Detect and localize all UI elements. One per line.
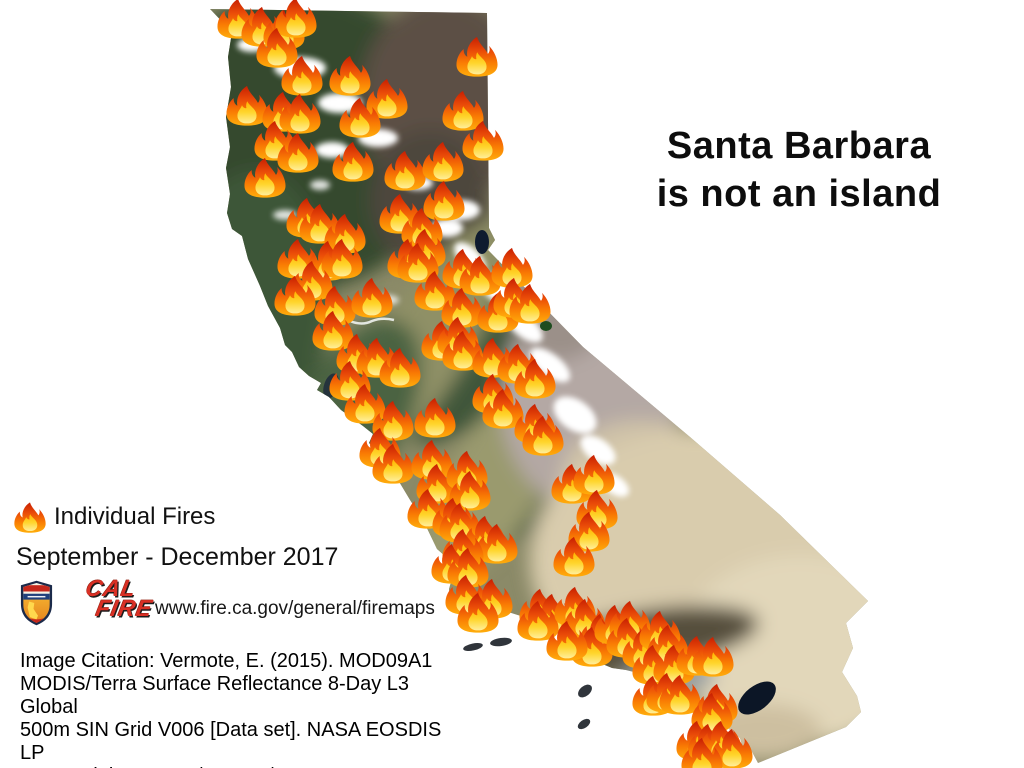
lake-tahoe — [475, 230, 489, 254]
calfire-branding: CAL FIRE www.fire.ca.gov/general/firemap… — [20, 575, 460, 642]
map-legend: Individual Fires September - December 20… — [14, 500, 338, 572]
calfire-url: www.fire.ca.gov/general/firemaps — [155, 598, 435, 619]
title-line-2: is not an island — [656, 173, 942, 215]
fire-emoji-icon — [14, 502, 46, 533]
title-line-1: Santa Barbara — [666, 125, 932, 167]
channel-islands — [463, 637, 592, 730]
image-citation: Image Citation: Vermote, E. (2015). MOD0… — [20, 650, 442, 768]
green-basin — [540, 321, 552, 331]
fire-marker — [275, 0, 317, 38]
legend-date-range: September - December 2017 — [16, 543, 339, 571]
legend-label: Individual Fires — [54, 503, 216, 530]
calfire-shield-logo — [20, 580, 53, 626]
salton-sea — [738, 681, 776, 715]
slide-title: Santa Barbara is not an island — [608, 122, 990, 218]
